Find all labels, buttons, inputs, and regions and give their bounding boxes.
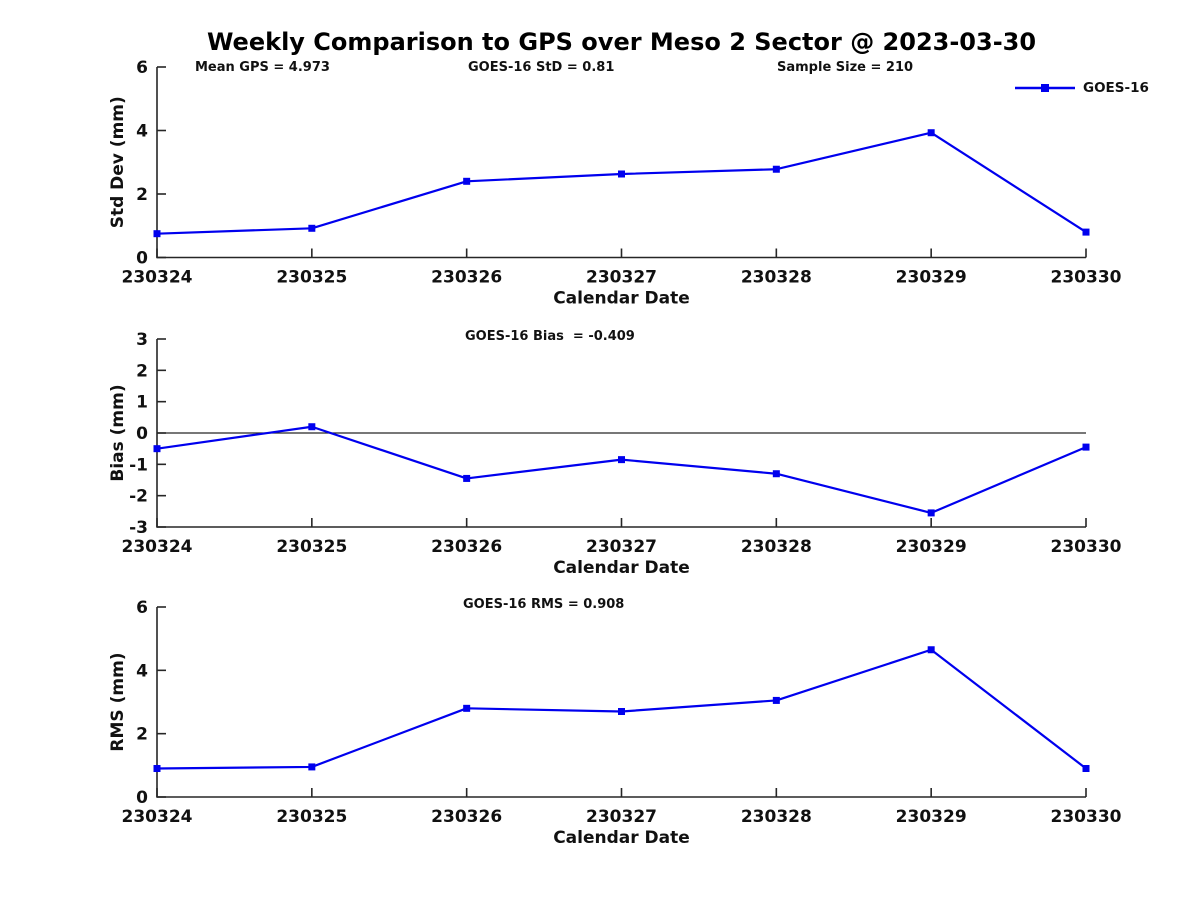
data-line [155,425,1088,515]
x-tick-label: 230328 [741,268,812,288]
data-point-marker [463,474,471,482]
x-tick-label: 230325 [276,268,347,288]
x-tick-label: 230330 [1051,807,1122,827]
x-tick-label: 230325 [276,807,347,827]
data-point-marker [463,704,471,712]
annotation-mean-gps: Mean GPS = 4.973 [195,60,330,75]
data-point-marker [618,170,625,178]
legend-label: GOES-16 [1083,80,1149,96]
x-tick-label: 230326 [431,268,502,288]
bias-subplot: -3 -2 -1 0 1 2 3 230324 230325 230326 230327 230328… [108,330,1122,578]
annotation-sample-size: Sample Size = 210 [777,60,914,75]
x-tick-label: 230327 [586,807,657,827]
data-point-marker [1082,228,1090,236]
y-axis-label: Std Dev (mm) [108,96,128,228]
chart-title: Weekly Comparison to GPS over Meso 2 Sec… [206,28,1037,56]
data-point-marker [1082,765,1090,772]
data-point-marker [772,165,780,173]
y-tick-label: 4 [136,661,148,681]
y-tick-label: 6 [136,58,148,78]
x-axis-label: Calendar Date [553,289,690,309]
x-tick-label: 230324 [122,268,193,288]
y-tick-label: -2 [129,487,148,507]
data-point-marker [927,509,935,517]
rms-subplot: 0 2 4 6 230324 230325 230326 230327 230328 230329… [108,598,1122,848]
x-tick-label: 230327 [586,537,657,557]
y-axis-label: Bias (mm) [108,384,128,481]
x-tick-label: 230327 [586,268,657,288]
y-tick-label: 2 [136,361,148,381]
x-tick-label: 230328 [741,807,812,827]
data-line [155,131,1088,235]
x-tick-label: 230324 [122,537,193,557]
data-point-marker [618,456,625,464]
y-tick-label: 0 [136,788,148,808]
x-axis-label: Calendar Date [553,828,690,848]
legend: GOES-16 [1014,80,1149,96]
data-point-marker [308,224,316,232]
data-point-marker [153,765,161,772]
x-tick-label: 230326 [431,537,502,557]
y-tick-label: -1 [129,455,148,475]
x-tick-label: 230328 [741,537,812,557]
data-point-marker [927,129,935,137]
data-point-marker [772,470,780,478]
data-point-marker [618,708,625,715]
y-tick-label: 6 [136,598,148,618]
y-tick-label: 2 [136,185,148,205]
x-tick-label: 230329 [896,537,967,557]
y-tick-label: -3 [129,518,148,538]
data-point-marker [463,177,471,185]
data-point-marker [772,696,780,704]
stddev-subplot: 0 2 4 6 230324 230325 230326 230327 230328 230329… [108,58,1122,309]
axes-lines [156,607,1086,798]
y-tick-label: 3 [136,330,148,350]
y-tick-label: 1 [136,393,148,413]
x-tick-label: 230330 [1051,268,1122,288]
y-axis-label: RMS (mm) [108,652,128,751]
x-axis-label: Calendar Date [553,558,690,578]
legend-line-marker-icon [1015,84,1075,92]
y-tick-label: 0 [136,249,148,269]
data-point-marker [153,230,161,238]
annotation-goes16-std: GOES-16 StD = 0.81 [468,60,615,75]
data-point-marker [927,646,935,654]
data-point-marker [1082,443,1090,451]
data-point-marker [308,763,316,771]
y-tick-label: 4 [136,122,148,142]
y-tick-label: 0 [136,424,148,444]
data-point-marker [153,445,161,453]
x-tick-label: 230330 [1051,537,1122,557]
data-point-marker [308,423,316,431]
annotation-goes16-rms: GOES-16 RMS = 0.908 [463,597,625,612]
annotation-goes16-bias: GOES-16 Bias = -0.409 [465,329,635,344]
y-tick-label: 2 [136,725,148,745]
x-tick-label: 230329 [896,807,967,827]
x-tick-label: 230329 [896,268,967,288]
x-tick-label: 230325 [276,537,347,557]
x-tick-label: 230326 [431,807,502,827]
x-tick-label: 230324 [122,807,193,827]
